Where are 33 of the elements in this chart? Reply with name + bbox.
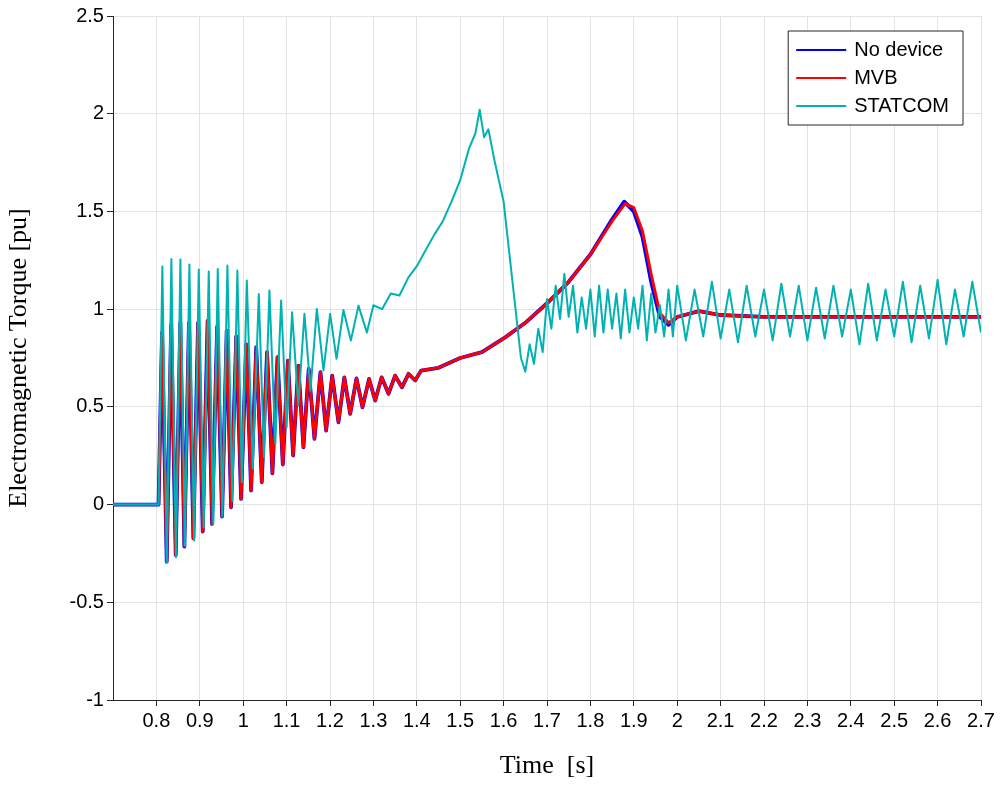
x-tick-label: 1.1 — [272, 708, 301, 731]
legend-label: No device — [854, 37, 944, 60]
x-tick-label: 2.4 — [836, 708, 865, 731]
x-tick-label: 2.2 — [750, 708, 778, 731]
x-tick-label: 1.4 — [402, 708, 431, 731]
y-tick-label: -0.5 — [69, 589, 104, 612]
x-axis-title: Time [s] — [499, 750, 595, 780]
x-tick-label: 1.7 — [533, 708, 561, 731]
y-tick-label: 2.5 — [76, 3, 104, 26]
y-tick-label: -1 — [86, 687, 104, 710]
x-tick-label: 1.6 — [489, 708, 518, 731]
x-tick-label: 1.9 — [619, 708, 648, 731]
x-tick-label: 1.2 — [316, 708, 344, 731]
y-tick-label: 0 — [92, 492, 104, 515]
x-tick-label: 1.8 — [576, 708, 605, 731]
y-tick-label: 0.5 — [76, 394, 104, 417]
x-tick-label: 2.1 — [706, 708, 735, 731]
x-tick-label: 1.5 — [446, 708, 475, 731]
x-tick-label: 1 — [237, 708, 249, 731]
x-tick-label: 0.8 — [142, 708, 171, 731]
x-tick-label: 2.5 — [880, 708, 909, 731]
x-tick-label: 1.3 — [359, 708, 388, 731]
x-tick-label: 0.9 — [185, 708, 214, 731]
legend-label: MVB — [854, 65, 898, 88]
x-tick-label: 2 — [671, 708, 683, 731]
y-tick-label: 1 — [92, 296, 104, 319]
x-tick-label: 2.7 — [967, 708, 995, 731]
x-tick-label: 2.6 — [923, 708, 952, 731]
y-tick-label: 1.5 — [76, 198, 104, 221]
legend-label: STATCOM — [854, 93, 950, 116]
y-tick-label: 2 — [92, 101, 104, 124]
x-tick-label: 2.3 — [793, 708, 822, 731]
y-axis-title: Electromagnetic Torque [pu] — [3, 208, 33, 508]
